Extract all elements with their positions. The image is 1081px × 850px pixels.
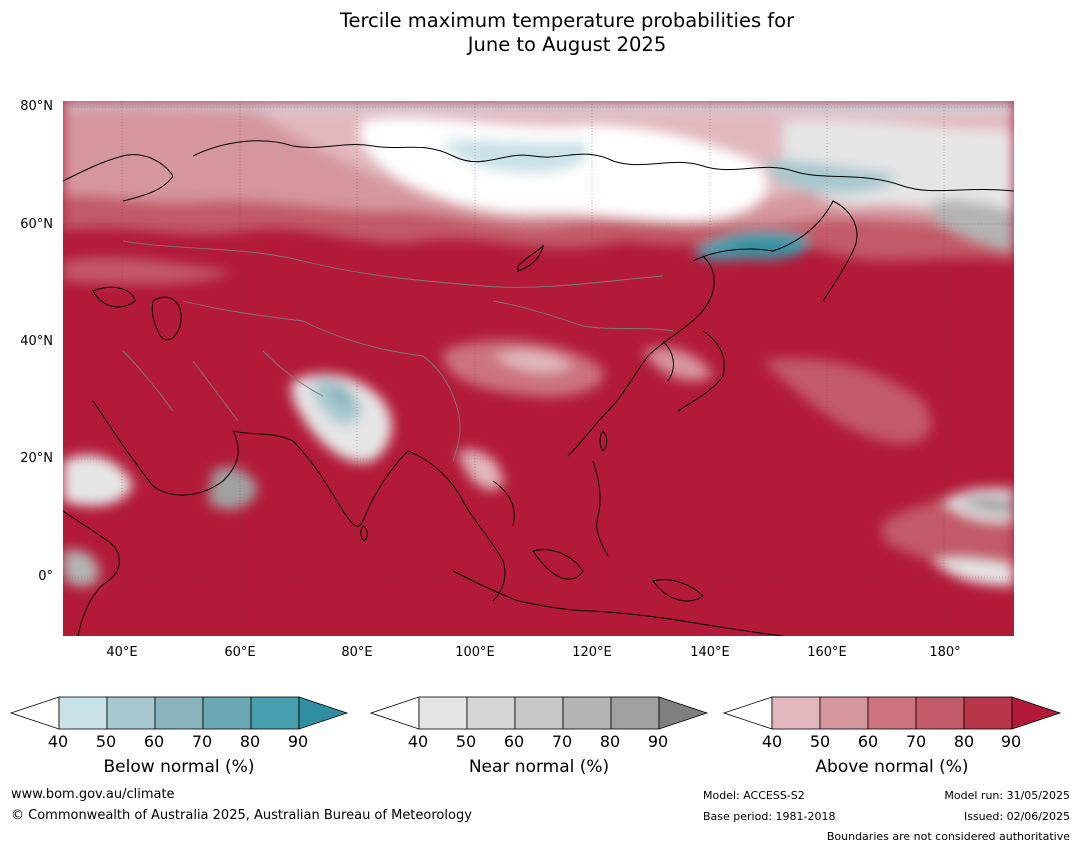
map-title: Tercile maximum temperature probabilitie… bbox=[0, 9, 1081, 57]
colorbar-swatch bbox=[154, 696, 204, 730]
lat-label-0: 0° bbox=[38, 569, 53, 584]
colorbar-min-extend bbox=[10, 696, 60, 730]
map-canvas bbox=[63, 101, 1014, 636]
probability-map bbox=[63, 101, 1014, 636]
cb-below-tick-40: 40 bbox=[47, 732, 69, 751]
country-borders bbox=[122, 240, 674, 462]
lat-label-80n: 80°N bbox=[20, 99, 53, 114]
colorbar-swatch bbox=[867, 696, 917, 730]
colorbar-above-normal bbox=[723, 696, 1062, 730]
cb-below-tick-80: 80 bbox=[239, 732, 261, 751]
title-line-1: Tercile maximum temperature probabilitie… bbox=[339, 9, 795, 32]
colorbar-min-extend bbox=[723, 696, 773, 730]
lon-label-40e: 40°E bbox=[106, 645, 138, 660]
cb-above-tick-50: 50 bbox=[809, 732, 831, 751]
cb-near-tick-60: 60 bbox=[503, 732, 525, 751]
footer-disclaimer: Boundaries are not considered authoritat… bbox=[826, 830, 1070, 843]
footer-copyright: © Commonwealth of Australia 2025, Austra… bbox=[11, 808, 472, 823]
lon-label-80e: 80°E bbox=[341, 645, 373, 660]
footer-base-period: Base period: 1981-2018 bbox=[703, 810, 836, 823]
colorbar-near-normal bbox=[370, 696, 709, 730]
colorbar-swatch bbox=[466, 696, 516, 730]
colorbar-below-normal bbox=[10, 696, 349, 730]
coastlines bbox=[63, 140, 1014, 636]
colorbar-swatch bbox=[819, 696, 869, 730]
lon-label-120e: 120°E bbox=[572, 645, 612, 660]
lon-label-160e: 160°E bbox=[807, 645, 847, 660]
footer-url: www.bom.gov.au/climate bbox=[11, 787, 175, 802]
cb-above-tick-80: 80 bbox=[953, 732, 975, 751]
colorbar-above-label: Above normal (%) bbox=[815, 757, 969, 777]
lon-label-100e: 100°E bbox=[455, 645, 495, 660]
lat-label-40n: 40°N bbox=[20, 334, 53, 349]
lon-label-140e: 140°E bbox=[690, 645, 730, 660]
colorbar-swatch bbox=[771, 696, 821, 730]
lat-label-60n: 60°N bbox=[20, 217, 53, 232]
lon-label-180: 180° bbox=[929, 645, 961, 660]
colorbar-swatch bbox=[202, 696, 252, 730]
colorbar-max-extend bbox=[1011, 696, 1062, 730]
colorbar-swatch bbox=[610, 696, 660, 730]
cb-below-tick-70: 70 bbox=[191, 732, 213, 751]
cb-near-tick-70: 70 bbox=[551, 732, 573, 751]
probability-shading bbox=[63, 101, 1014, 587]
colorbar-swatch bbox=[915, 696, 965, 730]
colorbar-swatch bbox=[250, 696, 300, 730]
footer-issued: Issued: 02/06/2025 bbox=[963, 810, 1070, 823]
cb-below-tick-60: 60 bbox=[143, 732, 165, 751]
colorbar-swatch bbox=[514, 696, 564, 730]
colorbar-swatch bbox=[963, 696, 1013, 730]
cb-near-tick-40: 40 bbox=[407, 732, 429, 751]
footer-model-run: Model run: 31/05/2025 bbox=[944, 789, 1070, 802]
graticule bbox=[63, 101, 1014, 636]
title-line-2: June to August 2025 bbox=[467, 33, 667, 56]
colorbar-max-extend bbox=[298, 696, 349, 730]
colorbar-min-extend bbox=[370, 696, 420, 730]
lon-label-60e: 60°E bbox=[224, 645, 256, 660]
cb-near-tick-50: 50 bbox=[455, 732, 477, 751]
cb-above-tick-40: 40 bbox=[761, 732, 783, 751]
colorbar-swatch bbox=[106, 696, 156, 730]
cb-below-tick-50: 50 bbox=[95, 732, 117, 751]
colorbar-near-label: Near normal (%) bbox=[468, 757, 610, 777]
lat-label-20n: 20°N bbox=[20, 451, 53, 466]
footer-model: Model: ACCESS-S2 bbox=[703, 789, 805, 802]
cb-below-tick-90: 90 bbox=[287, 732, 309, 751]
cb-above-tick-70: 70 bbox=[905, 732, 927, 751]
colorbar-swatch bbox=[418, 696, 468, 730]
colorbar-swatch bbox=[562, 696, 612, 730]
colorbar-swatch bbox=[58, 696, 108, 730]
cb-near-tick-90: 90 bbox=[647, 732, 669, 751]
cb-near-tick-80: 80 bbox=[599, 732, 621, 751]
cb-above-tick-60: 60 bbox=[857, 732, 879, 751]
colorbar-below-label: Below normal (%) bbox=[103, 757, 255, 777]
cb-above-tick-90: 90 bbox=[1000, 732, 1022, 751]
colorbar-max-extend bbox=[658, 696, 709, 730]
